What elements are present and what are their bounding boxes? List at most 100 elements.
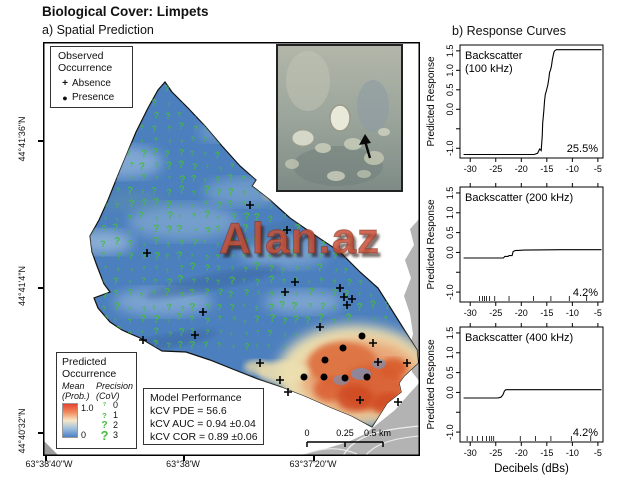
svg-text:?: ? (318, 312, 325, 324)
presence-marker (339, 344, 347, 352)
svg-text:?: ? (128, 307, 131, 313)
svg-text:?: ? (191, 174, 196, 184)
svg-text:?: ? (101, 252, 105, 259)
absence-marker (348, 295, 356, 303)
svg-text:0.5: 0.5 (445, 84, 455, 97)
response-curve (463, 389, 602, 399)
svg-text:?: ? (129, 198, 136, 210)
svg-text:?: ? (166, 224, 173, 236)
absence-marker (283, 226, 291, 234)
svg-text:?: ? (189, 287, 194, 297)
svg-text:?: ? (166, 302, 171, 312)
svg-text:?: ? (192, 279, 196, 286)
absence-marker (199, 308, 207, 316)
svg-text:?: ? (164, 149, 169, 159)
svg-text:?: ? (332, 318, 336, 325)
svg-text:?: ? (334, 268, 337, 274)
svg-text:?: ? (205, 263, 210, 273)
svg-text:?: ? (164, 286, 171, 298)
svg-text:?: ? (320, 301, 325, 311)
svg-text:?: ? (245, 332, 248, 338)
svg-text:?: ? (356, 302, 363, 314)
response-curves-panel: -30 -25 -20 -15 -10 -5 1.5 1.0 0.5 0.0 -1.0 Backsca… (426, 44, 604, 475)
svg-text:?: ? (383, 316, 387, 323)
question-mark-icon: ? (100, 427, 109, 443)
svg-text:?: ? (130, 269, 133, 275)
svg-text:?: ? (139, 292, 143, 299)
svg-text:?: ? (308, 286, 315, 298)
observed-occurrence-markers (139, 201, 411, 406)
model-metric-auc: kCV AUC = 0.94 ±0.04 (150, 418, 256, 430)
plot-title: Backscatter (465, 50, 523, 62)
svg-text:?: ? (153, 305, 156, 311)
svg-text:?: ? (153, 339, 158, 349)
svg-text:?: ? (179, 238, 184, 248)
model-performance-heading: Model Performance (150, 392, 242, 404)
panel-a-title: a) Spatial Prediction (42, 23, 154, 37)
svg-text:?: ? (153, 223, 160, 235)
svg-text:?: ? (257, 230, 260, 236)
svg-text:?: ? (154, 111, 159, 121)
x-axis-label: 63°38'W (166, 459, 200, 469)
svg-text:?: ? (102, 289, 109, 301)
land-mass-right (293, 218, 420, 456)
svg-text:?: ? (189, 340, 196, 352)
question-mark-icon: ? (101, 419, 108, 431)
variable-contribution-label: 25.5% (567, 143, 598, 155)
absence-marker (256, 359, 264, 367)
absence-marker (403, 359, 411, 367)
svg-text:?: ? (142, 251, 147, 261)
scale-bar: 0 0.25 0.5 km (304, 428, 391, 447)
svg-text:?: ? (308, 254, 311, 260)
svg-text:?: ? (220, 330, 223, 336)
svg-text:?: ? (216, 243, 219, 249)
svg-text:?: ? (344, 289, 349, 299)
precision-level-label: 1 (113, 410, 119, 420)
svg-text:?: ? (244, 288, 249, 298)
svg-text:-10: -10 (566, 308, 579, 318)
absence-marker (284, 388, 292, 396)
road-line (364, 435, 420, 456)
svg-text:?: ? (281, 237, 286, 247)
svg-text:-5: -5 (594, 308, 602, 318)
svg-text:?: ? (141, 148, 148, 160)
presence-marker (363, 373, 371, 381)
column-heading-mean: Mean (62, 381, 85, 391)
svg-text:?: ? (166, 269, 169, 275)
y-axis-title: Predicted Response (426, 56, 437, 146)
svg-text:?: ? (104, 266, 107, 272)
svg-text:?: ? (242, 254, 246, 261)
svg-text:?: ? (167, 210, 174, 222)
svg-text:?: ? (231, 212, 236, 222)
svg-text:?: ? (112, 222, 119, 234)
svg-text:?: ? (104, 203, 107, 209)
svg-text:?: ? (181, 100, 184, 106)
svg-text:?: ? (219, 167, 222, 173)
svg-text:?: ? (129, 162, 133, 169)
svg-text:?: ? (295, 223, 302, 235)
svg-text:?: ? (345, 312, 352, 324)
svg-text:?: ? (218, 316, 222, 323)
svg-text:-20: -20 (515, 308, 528, 318)
svg-text:?: ? (152, 290, 156, 297)
svg-text:?: ? (167, 319, 170, 325)
svg-text:?: ? (283, 214, 286, 220)
svg-text:?: ? (128, 288, 133, 298)
svg-text:?: ? (128, 239, 133, 249)
svg-text:-5: -5 (594, 448, 602, 458)
spatial-prediction-map: ????????????????????????????????????????… (43, 42, 420, 456)
legend-item-label: Absence (72, 78, 111, 89)
svg-text:?: ? (179, 121, 184, 131)
svg-text:?: ? (270, 230, 273, 236)
svg-text:?: ? (332, 306, 336, 313)
plot-title: Backscatter (200 kHz) (465, 192, 573, 204)
legend-item-presence: ● Presence (58, 91, 132, 105)
svg-text:0.0: 0.0 (445, 246, 455, 259)
svg-text:0.0: 0.0 (445, 103, 455, 116)
svg-text:-30: -30 (464, 164, 477, 174)
svg-text:?: ? (191, 137, 195, 144)
response-curve (463, 49, 602, 156)
svg-text:?: ? (243, 238, 248, 248)
svg-text:?: ? (179, 147, 184, 157)
svg-text:1.0: 1.0 (445, 347, 455, 360)
